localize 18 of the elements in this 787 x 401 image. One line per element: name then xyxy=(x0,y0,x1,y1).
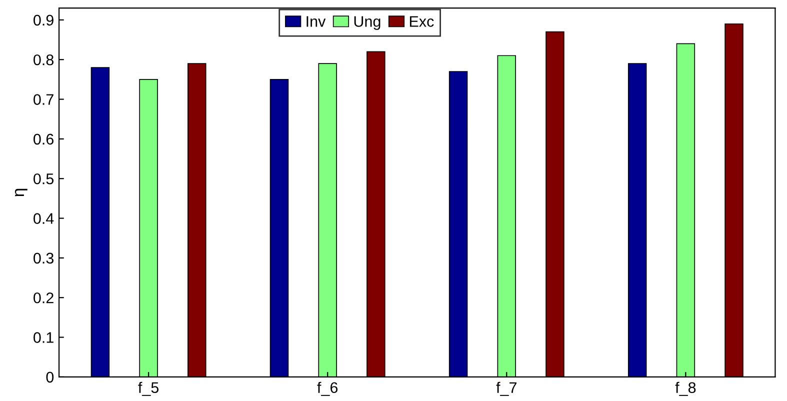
x-tick-label: f_6 xyxy=(317,382,338,396)
y-tick-label: 0.5 xyxy=(34,173,54,184)
y-tick-label: 0 xyxy=(46,372,54,383)
x-tick-label: f_8 xyxy=(675,382,696,396)
legend-label: Inv xyxy=(306,16,326,27)
y-tick-label: 0.4 xyxy=(34,213,54,224)
y-tick-label: 0.3 xyxy=(34,252,54,264)
y-axis-title: η xyxy=(14,188,28,196)
legend-label: Ung xyxy=(354,16,380,30)
y-tick-label: 0.6 xyxy=(34,134,54,145)
y-tick-label: 0.2 xyxy=(34,292,54,304)
y-tick-label: 0.1 xyxy=(34,332,54,343)
legend-label: Exc xyxy=(410,16,434,27)
x-tick-label: f_7 xyxy=(496,382,516,396)
y-tick-label: 0.8 xyxy=(34,54,54,66)
y-tick-label: 0.7 xyxy=(34,94,54,105)
y-tick-label: 0.9 xyxy=(34,14,54,26)
x-tick-label: f_5 xyxy=(138,382,159,396)
